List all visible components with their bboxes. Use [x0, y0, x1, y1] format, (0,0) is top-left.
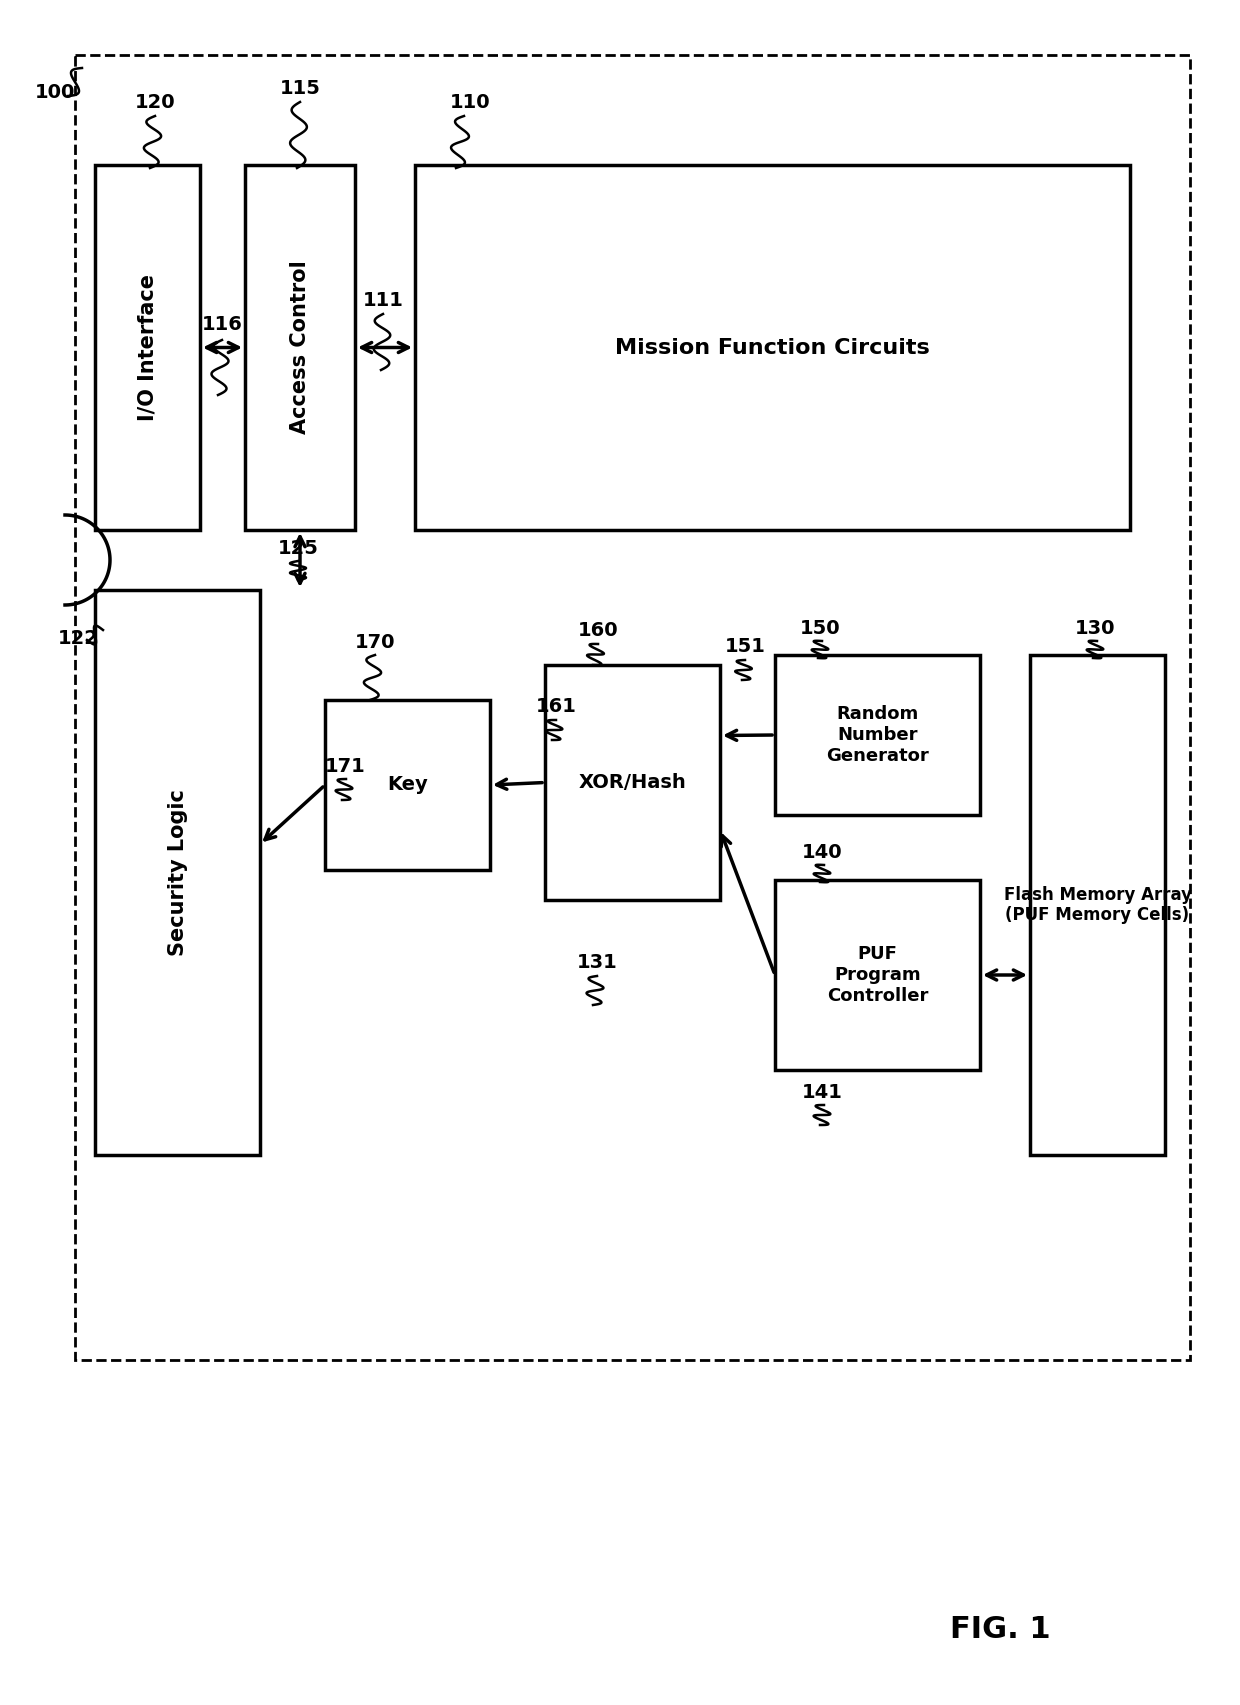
Text: 150: 150 [800, 619, 841, 638]
Text: 116: 116 [202, 315, 243, 334]
Text: 151: 151 [724, 638, 765, 656]
Text: 110: 110 [450, 92, 490, 111]
Bar [246, 165, 355, 530]
Text: 125: 125 [278, 539, 319, 558]
Text: 141: 141 [801, 1083, 842, 1103]
Bar [95, 165, 200, 530]
Text: Random
Number
Generator: Random Number Generator [826, 706, 929, 766]
Bar [775, 880, 980, 1071]
Text: 131: 131 [577, 953, 618, 972]
Bar [74, 55, 1190, 1361]
Text: Mission Function Circuits: Mission Function Circuits [615, 338, 930, 358]
Bar [325, 701, 490, 870]
Text: 170: 170 [355, 633, 396, 651]
Text: 122: 122 [57, 629, 98, 648]
Text: 161: 161 [536, 697, 577, 716]
Text: FIG. 1: FIG. 1 [950, 1616, 1050, 1645]
Text: 140: 140 [802, 844, 842, 863]
Text: XOR/Hash: XOR/Hash [579, 772, 687, 793]
Text: 130: 130 [1075, 619, 1115, 638]
Text: Security Logic: Security Logic [167, 789, 187, 957]
Bar [415, 165, 1130, 530]
Bar [546, 665, 720, 900]
Text: 171: 171 [325, 757, 366, 776]
Text: Access Control: Access Control [290, 261, 310, 435]
Text: Key: Key [387, 776, 428, 795]
Text: 115: 115 [279, 78, 320, 97]
Bar [1030, 655, 1166, 1154]
Text: 120: 120 [135, 92, 175, 111]
Bar [95, 590, 260, 1154]
Text: 100: 100 [35, 82, 76, 102]
Bar [775, 655, 980, 815]
Text: PUF
Program
Controller: PUF Program Controller [827, 945, 929, 1004]
Text: Flash Memory Array
(PUF Memory Cells): Flash Memory Array (PUF Memory Cells) [1003, 885, 1192, 924]
Text: I/O Interface: I/O Interface [138, 275, 157, 421]
Text: 160: 160 [578, 621, 619, 639]
Text: 111: 111 [362, 290, 403, 310]
